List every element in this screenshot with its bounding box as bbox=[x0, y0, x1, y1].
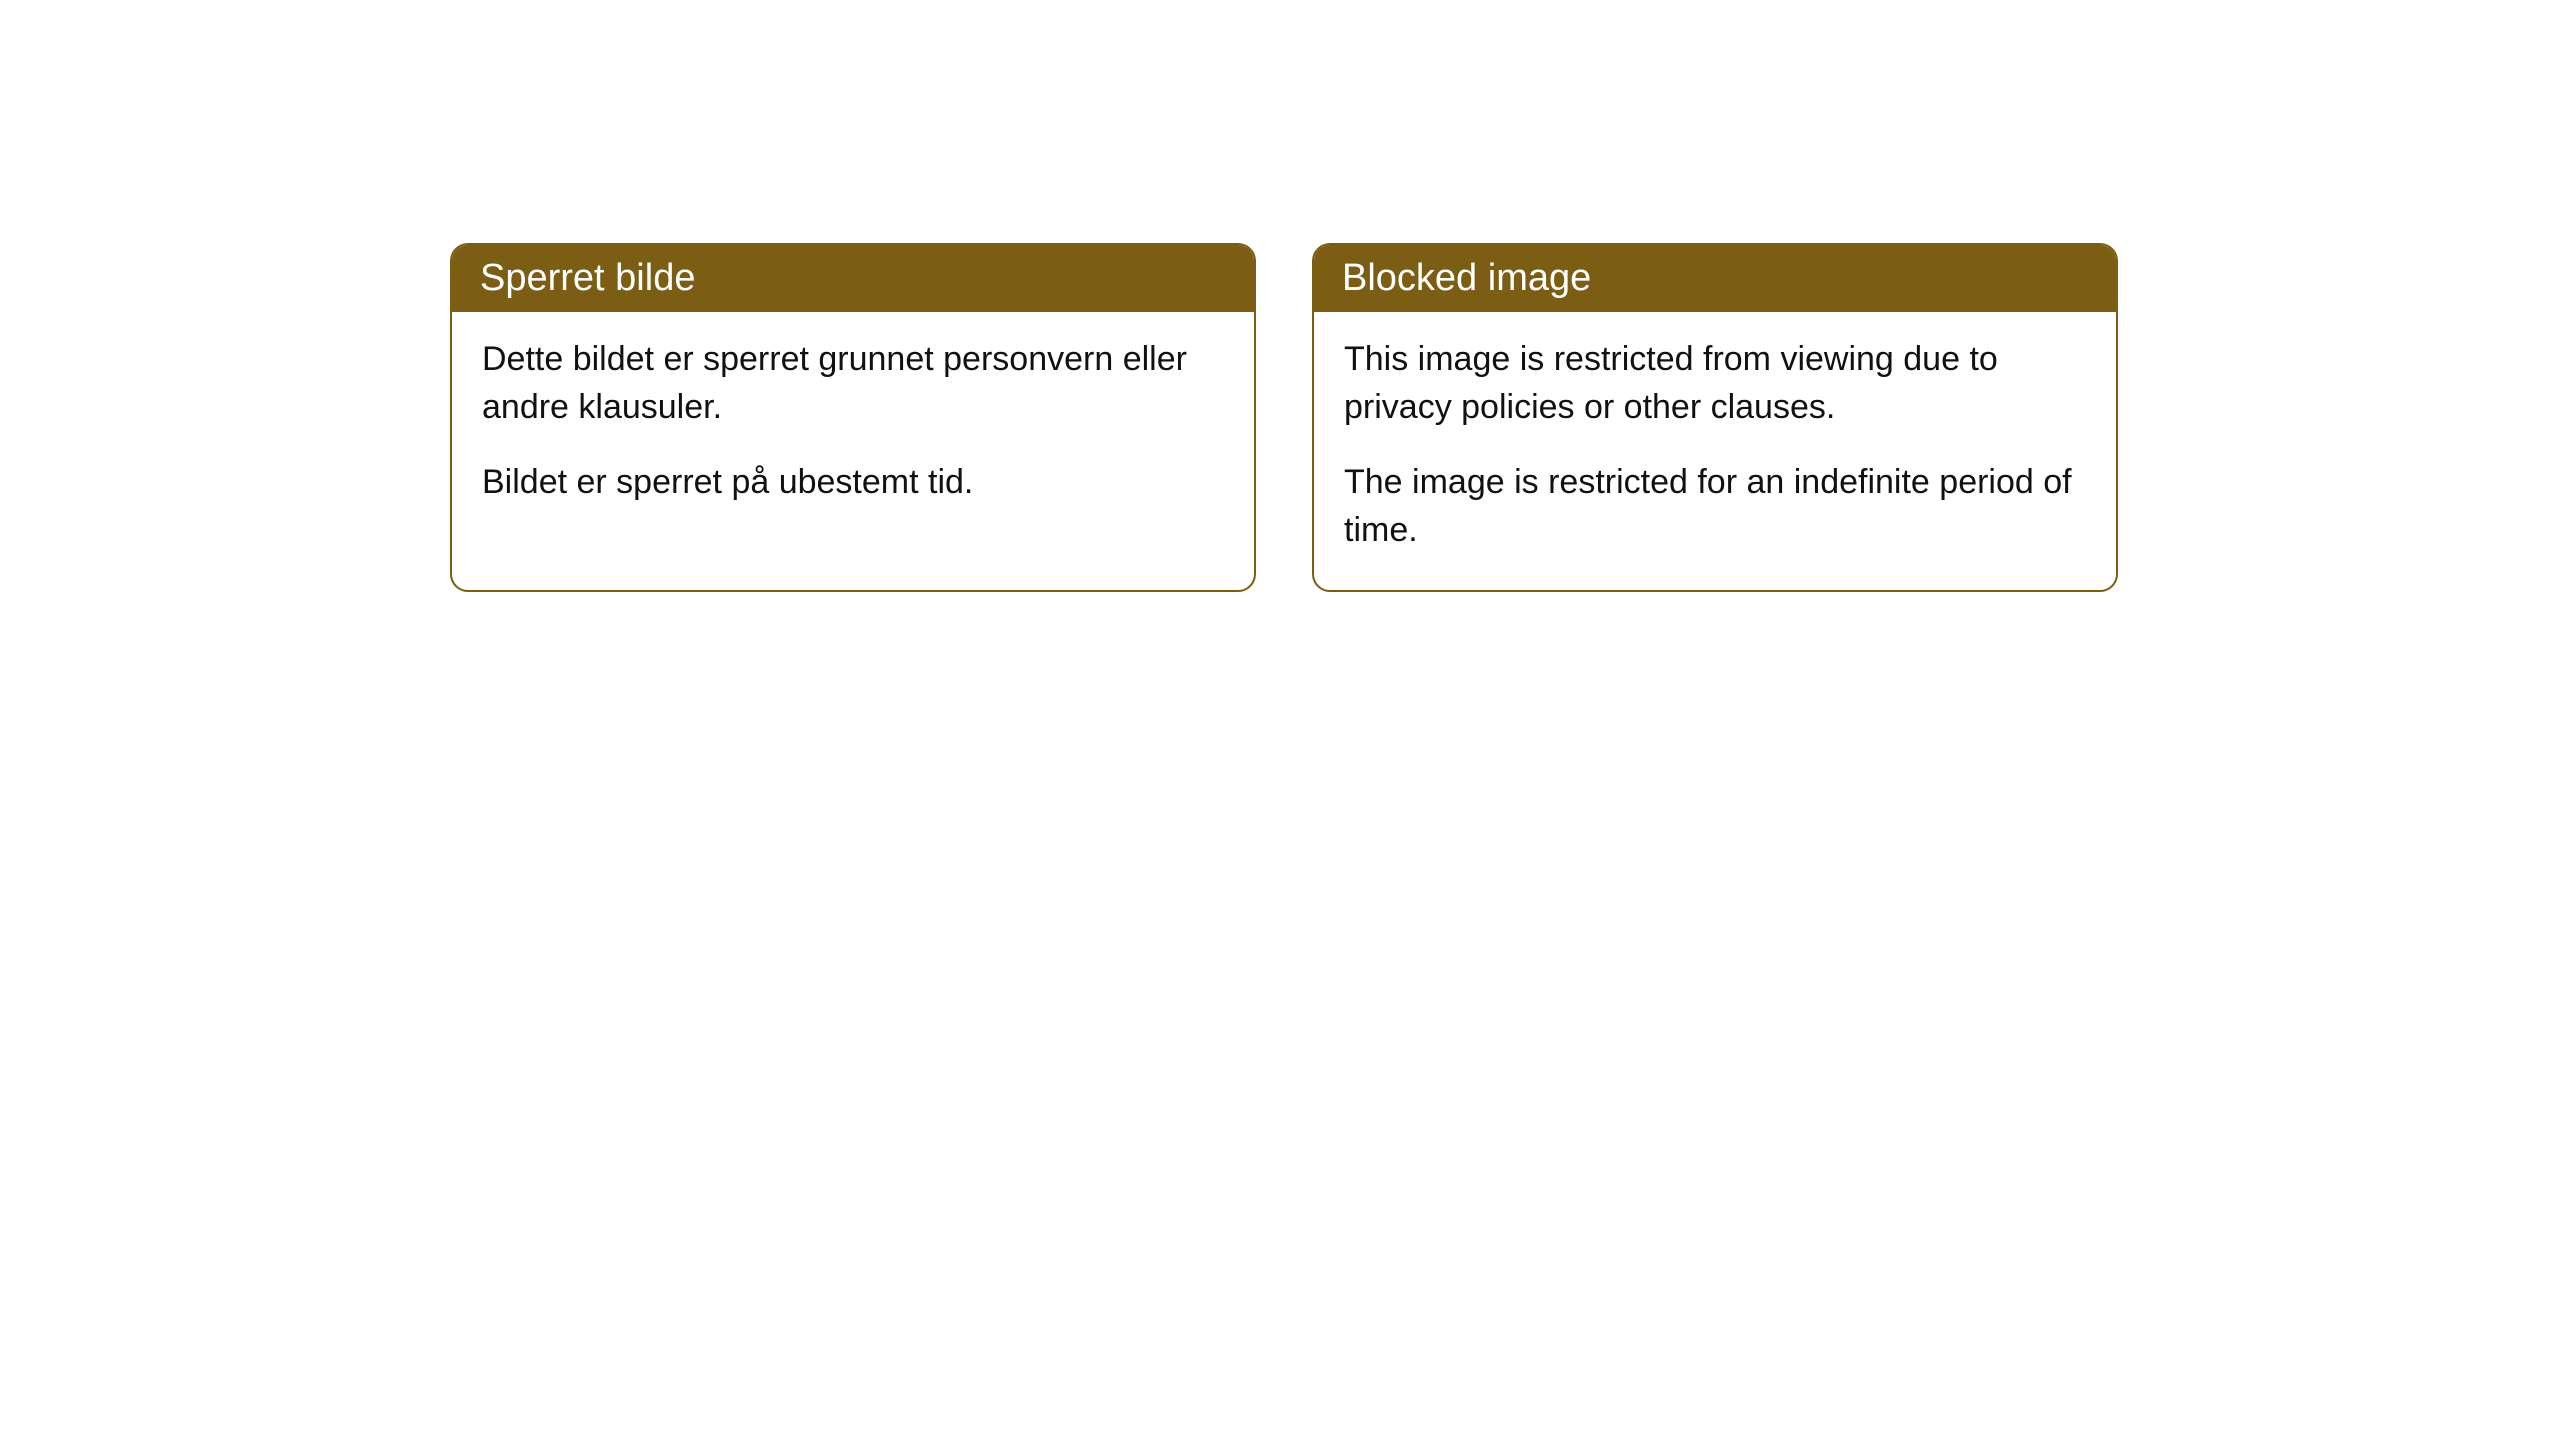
notice-paragraph: Dette bildet er sperret grunnet personve… bbox=[482, 336, 1224, 431]
card-header: Blocked image bbox=[1314, 245, 2116, 312]
card-title: Blocked image bbox=[1342, 257, 1591, 299]
notice-paragraph: This image is restricted from viewing du… bbox=[1344, 336, 2086, 431]
card-title: Sperret bilde bbox=[480, 257, 695, 299]
card-header: Sperret bilde bbox=[452, 245, 1254, 312]
blocked-image-card-norwegian: Sperret bilde Dette bildet er sperret gr… bbox=[450, 243, 1256, 592]
card-body: This image is restricted from viewing du… bbox=[1314, 312, 2116, 590]
blocked-image-card-english: Blocked image This image is restricted f… bbox=[1312, 243, 2118, 592]
notice-paragraph: The image is restricted for an indefinit… bbox=[1344, 459, 2086, 554]
notice-paragraph: Bildet er sperret på ubestemt tid. bbox=[482, 459, 1224, 507]
card-body: Dette bildet er sperret grunnet personve… bbox=[452, 312, 1254, 543]
notice-cards-container: Sperret bilde Dette bildet er sperret gr… bbox=[0, 0, 2560, 592]
